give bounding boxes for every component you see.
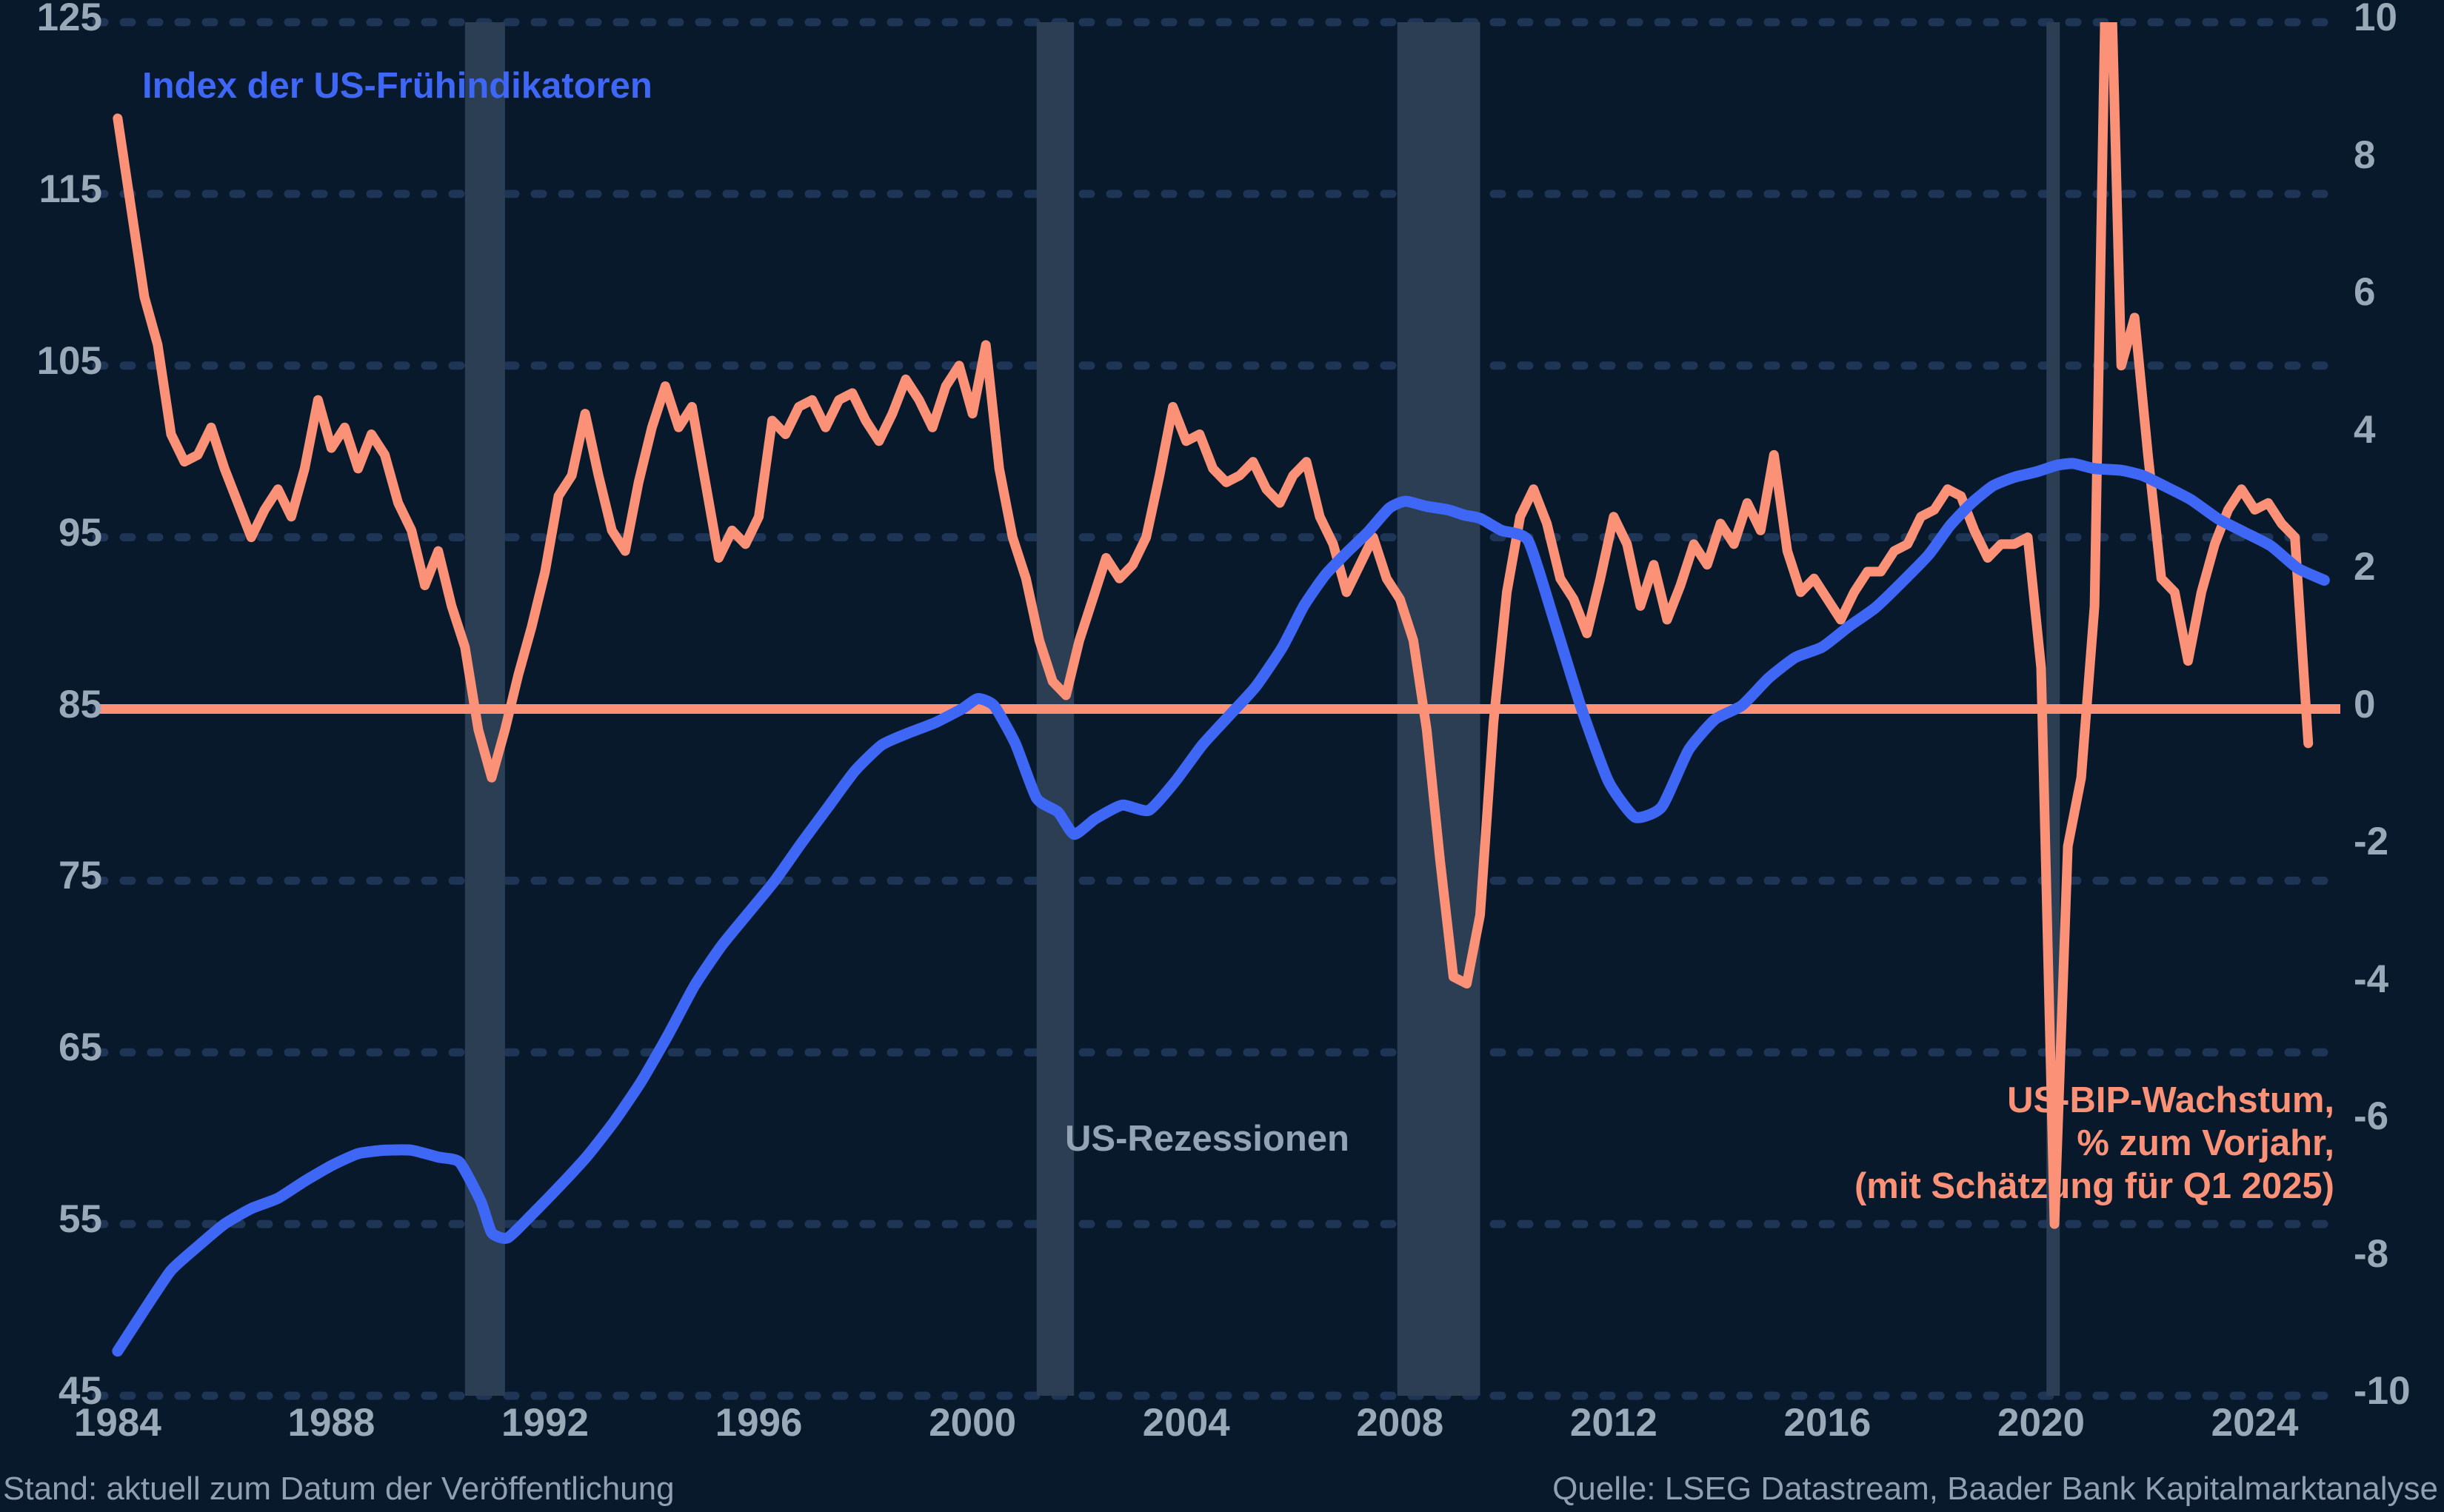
y-tick-right: -6	[2354, 1094, 2389, 1138]
x-tick: 1992	[501, 1401, 589, 1445]
y-tick-left: 105	[36, 338, 102, 383]
x-tick: 2012	[1569, 1401, 1657, 1445]
series-line-leading-indicators	[112, 458, 2330, 1357]
plot-area	[92, 18, 2345, 1400]
series-label-gdp-growth: US-BIP-Wachstum, % zum Vorjahr, (mit Sch…	[1854, 1080, 2334, 1208]
x-tick: 2020	[1997, 1401, 2085, 1445]
footer-note-left: Stand: aktuell zum Datum der Veröffentli…	[3, 1471, 675, 1507]
y-tick-left: 95	[59, 510, 102, 555]
y-tick-left: 45	[59, 1369, 102, 1413]
y-tick-right: 8	[2354, 133, 2376, 177]
x-tick: 1996	[715, 1401, 803, 1445]
y-tick-right: 0	[2354, 682, 2376, 726]
footer-source-right: Quelle: LSEG Datastream, Baader Bank Kap…	[1552, 1471, 2438, 1507]
y-tick-right: -10	[2354, 1369, 2411, 1413]
y-tick-left: 75	[59, 854, 102, 898]
gdp-label-line-1: US-BIP-Wachstum,	[2007, 1080, 2334, 1120]
y-tick-right: -2	[2354, 820, 2389, 863]
series-label-leading-indicators: Index der US-Frühindikatoren	[142, 66, 652, 106]
y-tick-right: -4	[2354, 957, 2389, 1001]
y-tick-right: 6	[2354, 270, 2376, 314]
series-group	[96, 22, 2340, 1357]
y-tick-left: 55	[59, 1197, 102, 1242]
x-tick: 1984	[73, 1401, 161, 1445]
x-tick: 2024	[2211, 1401, 2299, 1445]
y-tick-left: 85	[59, 682, 102, 726]
y-tick-left: 115	[39, 167, 102, 211]
x-tick: 1988	[287, 1401, 375, 1445]
y-tick-left: 125	[36, 0, 102, 39]
chart-canvas	[92, 18, 2345, 1400]
x-tick: 2000	[929, 1401, 1017, 1445]
y-tick-right: 4	[2354, 407, 2376, 452]
recession-band-label: US-Rezessionen	[1065, 1119, 1349, 1159]
y-tick-right: 10	[2354, 0, 2397, 39]
series-line-gdp-growth	[113, 22, 2314, 1229]
y-tick-left: 65	[59, 1026, 102, 1070]
gdp-label-line-3: (mit Schätzung für Q1 2025)	[1854, 1165, 2334, 1206]
y-tick-right: -8	[2354, 1231, 2389, 1276]
x-tick: 2004	[1142, 1401, 1230, 1445]
y-tick-right: 2	[2354, 545, 2376, 589]
x-tick: 2008	[1356, 1401, 1444, 1445]
gdp-label-line-2: % zum Vorjahr,	[2077, 1123, 2334, 1163]
x-tick: 2016	[1783, 1401, 1872, 1445]
